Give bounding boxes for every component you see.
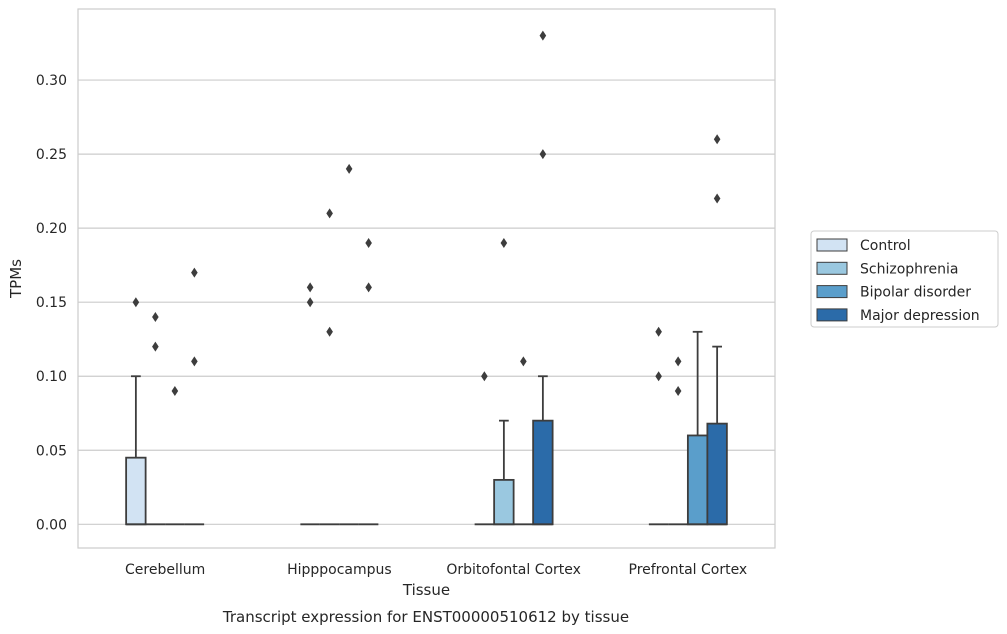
box-1-0 (300, 282, 320, 526)
box (706, 422, 728, 526)
y-tick-label: 0.30 (36, 73, 67, 89)
outlier-point (326, 208, 333, 219)
outlier-point (345, 163, 353, 174)
box-2-2 (513, 356, 534, 526)
legend-swatch (816, 261, 848, 275)
legend-swatch (816, 308, 848, 322)
x-axis-label: Tissue (402, 581, 450, 599)
box-3-1 (668, 356, 688, 526)
box (532, 419, 554, 526)
boxes-layer (125, 30, 728, 526)
grid-lines (78, 79, 775, 525)
outlier-point (655, 326, 662, 337)
box-0-1 (145, 312, 166, 526)
plot-frame (77, 8, 776, 549)
legend-swatch (816, 285, 848, 299)
y-axis-label: TPMs (7, 259, 25, 299)
outlier-point (306, 297, 314, 308)
outlier-point (152, 312, 159, 322)
box-0-0 (125, 297, 147, 526)
box-3-0 (648, 326, 669, 526)
legend-swatch (816, 238, 848, 252)
outlier-point (191, 267, 198, 278)
box-0-2 (165, 386, 185, 526)
box-3-3 (706, 134, 728, 526)
outlier-point (539, 30, 547, 41)
outlier-point (326, 326, 333, 337)
outlier-point (713, 134, 721, 145)
outlier-point (171, 386, 179, 397)
outlier-point (674, 356, 682, 367)
x-axis-ticks: Cerebellum Hipppocampus Orbitofontal Corte… (125, 562, 747, 578)
y-tick-label: 0.20 (36, 221, 67, 237)
outlier-point (674, 386, 682, 397)
y-tick-label: 0.15 (36, 295, 67, 311)
box (493, 478, 515, 526)
outlier-point (539, 149, 547, 160)
outlier-point (655, 371, 662, 382)
y-tick-label: 0.05 (36, 443, 67, 459)
outlier-point (520, 356, 527, 367)
outlier-point (191, 356, 198, 367)
outlier-point (306, 282, 314, 293)
x-tick-label: Prefrontal Cortex (629, 562, 748, 578)
outlier-point (713, 193, 721, 204)
box-2-1 (493, 237, 515, 526)
legend-frame (810, 230, 999, 328)
outlier-point (365, 282, 372, 293)
x-tick-label: Orbitofontal Cortex (446, 562, 581, 578)
box-1-1 (319, 208, 340, 526)
y-tick-label: 0.25 (36, 147, 67, 163)
y-tick-label: 0.00 (36, 517, 67, 533)
box (686, 434, 709, 526)
x-tick-label: Hipppocampus (287, 562, 392, 578)
box-1-3 (358, 237, 379, 526)
outlier-point (132, 297, 140, 308)
y-tick-label: 0.10 (36, 369, 67, 385)
y-axis-ticks: 0.00 0.05 0.10 0.15 0.20 0.25 0.30 (36, 73, 67, 533)
legend-label: Major depression (860, 308, 980, 324)
outlier-point (481, 371, 488, 382)
box-3-2 (686, 330, 709, 526)
box (125, 456, 147, 526)
box-0-3 (184, 267, 205, 526)
box-2-0 (474, 371, 495, 526)
chart-caption: Transcript expression for ENST0000051061… (222, 608, 629, 626)
outlier-point (152, 341, 159, 352)
box-2-3 (532, 30, 554, 526)
x-tick-label: Cerebellum (125, 562, 205, 578)
legend: Control Schizophrenia Bipolar disorder Majo… (810, 230, 999, 328)
outlier-point (500, 237, 508, 248)
legend-label: Schizophrenia (860, 261, 958, 277)
box-1-2 (339, 163, 359, 526)
legend-label: Control (860, 238, 911, 254)
legend-label: Bipolar disorder (860, 285, 971, 301)
outlier-point (365, 237, 372, 248)
